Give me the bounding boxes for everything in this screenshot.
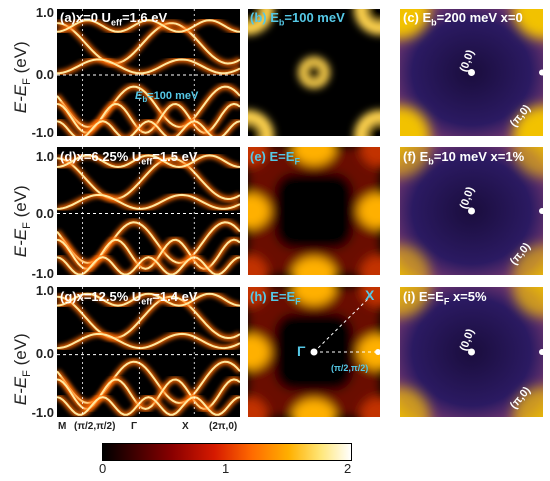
band-line — [57, 256, 240, 275]
fs-corner — [248, 397, 268, 417]
band-structure-panel-d — [57, 147, 240, 275]
arpes-map-panel-i — [400, 287, 543, 417]
band-line — [57, 332, 240, 350]
x-tick-x: X — [182, 421, 189, 432]
panel-label-e: (e) E=EF — [250, 149, 300, 167]
panel-label-i: (i) E=EF x=5% — [403, 289, 487, 307]
x-tick-m: M — [58, 421, 67, 432]
arpes-corner — [513, 9, 543, 39]
y-tick: -1.0 — [31, 125, 54, 140]
band-line — [57, 360, 240, 405]
fs-edge-pocket — [292, 287, 336, 305]
arpes-corner — [400, 245, 430, 275]
x-tick-gamma: Γ — [131, 421, 138, 432]
band-structure-panel-a — [57, 9, 240, 136]
colorbar-tick: 0 — [99, 461, 107, 476]
panel-label-h: (h) E=EF — [250, 289, 301, 307]
panel-label-a: (a)x=0 Ueff=1.6 eV — [60, 10, 168, 28]
path-gamma-x — [313, 296, 371, 353]
y-tick: 1.0 — [35, 5, 54, 20]
edge-dot — [539, 208, 543, 214]
y-tick: 1.0 — [35, 283, 54, 298]
arpes-map-panel-c — [400, 9, 543, 136]
band-line — [57, 120, 240, 136]
fs-edge-pocket — [358, 193, 380, 229]
panel-label-f: (f) Eb=10 meV x=1% — [403, 149, 525, 167]
eb-annotation-a: Eb=100 meV — [135, 90, 199, 105]
gamma-point — [310, 348, 318, 356]
band-line — [57, 85, 240, 129]
colorbar — [102, 443, 352, 461]
y-tick: 0.0 — [35, 206, 54, 221]
edge-dot — [539, 69, 543, 76]
y-tick: -1.0 — [31, 266, 54, 281]
arpes-corner — [513, 245, 543, 275]
fs-edge-pocket — [292, 399, 336, 417]
band-line — [57, 221, 240, 265]
arpes-corner — [513, 106, 543, 136]
colorbar-tick: 2 — [344, 461, 352, 476]
panel-label-c: (c) Eb=200 meV x=0 — [403, 10, 523, 28]
arpes-corner — [400, 387, 430, 417]
y-tick: -1.0 — [31, 405, 54, 420]
band-structure-panel-g — [57, 287, 240, 417]
band-line — [57, 295, 240, 340]
band-line — [57, 19, 240, 33]
colorbar-tick: 1 — [222, 461, 230, 476]
fermi-map-panel-e — [248, 147, 380, 275]
fs-corner — [360, 147, 380, 167]
panel-label-b: (b) Eb=100 meV — [250, 10, 345, 28]
fs-corner — [360, 255, 380, 275]
x-label-h: X — [365, 287, 375, 303]
panel-label-g: (g)x=12.5% Ueff=1.4 eV — [60, 289, 198, 307]
band-line — [57, 292, 240, 307]
center-dot — [468, 69, 475, 76]
fs-inner — [274, 172, 354, 250]
y-axis-label-row1: E-EF (eV) — [10, 41, 34, 114]
x-tick-2pi: (2π,0) — [209, 421, 238, 432]
k-label-h: (π/2,π/2) — [331, 363, 369, 373]
fs-edge-pocket — [248, 193, 270, 229]
arpes-corner — [400, 106, 430, 136]
band-line — [57, 157, 240, 201]
fs-corner — [360, 287, 380, 307]
fermi-map-panel-b — [248, 9, 380, 136]
center-dot — [468, 207, 475, 215]
fs-pocket-hole — [306, 64, 322, 81]
gamma-label-h: Γ — [297, 343, 306, 359]
arpes-corner — [513, 387, 543, 417]
fs-edge-pocket — [292, 257, 336, 275]
fs-corner-hole — [248, 122, 262, 136]
band-line — [57, 58, 240, 75]
fs-corner-hole — [248, 9, 262, 23]
fs-edge-pocket — [248, 334, 270, 370]
fs-edge-pocket — [292, 147, 336, 165]
arpes-corner — [400, 9, 430, 39]
band-line — [57, 193, 240, 210]
arpes-corner — [513, 287, 543, 317]
arpes-corner — [400, 287, 430, 317]
edge-dot — [539, 349, 543, 355]
fs-corner — [248, 147, 268, 167]
band-line — [57, 396, 240, 416]
band-line — [57, 22, 240, 65]
arpes-map-panel-f — [400, 147, 543, 275]
fs-corner-hole — [366, 9, 380, 23]
band-line — [57, 154, 240, 169]
x-tick-node: (π/2,π/2) — [74, 421, 116, 432]
arpes-corner — [513, 147, 543, 177]
fs-corner — [360, 397, 380, 417]
k-point — [375, 349, 380, 355]
center-dot — [468, 348, 475, 356]
y-tick: 0.0 — [35, 346, 54, 361]
arpes-corner — [400, 147, 430, 177]
fermi-map-panel-h — [248, 287, 380, 417]
fs-corner-hole — [366, 122, 380, 136]
panel-label-d: (d)x=6.25% Ueff=1.5 eV — [60, 149, 198, 167]
fs-corner — [248, 287, 268, 307]
fs-corner — [248, 255, 268, 275]
y-tick: 0.0 — [35, 67, 54, 82]
y-tick: 1.0 — [35, 149, 54, 164]
